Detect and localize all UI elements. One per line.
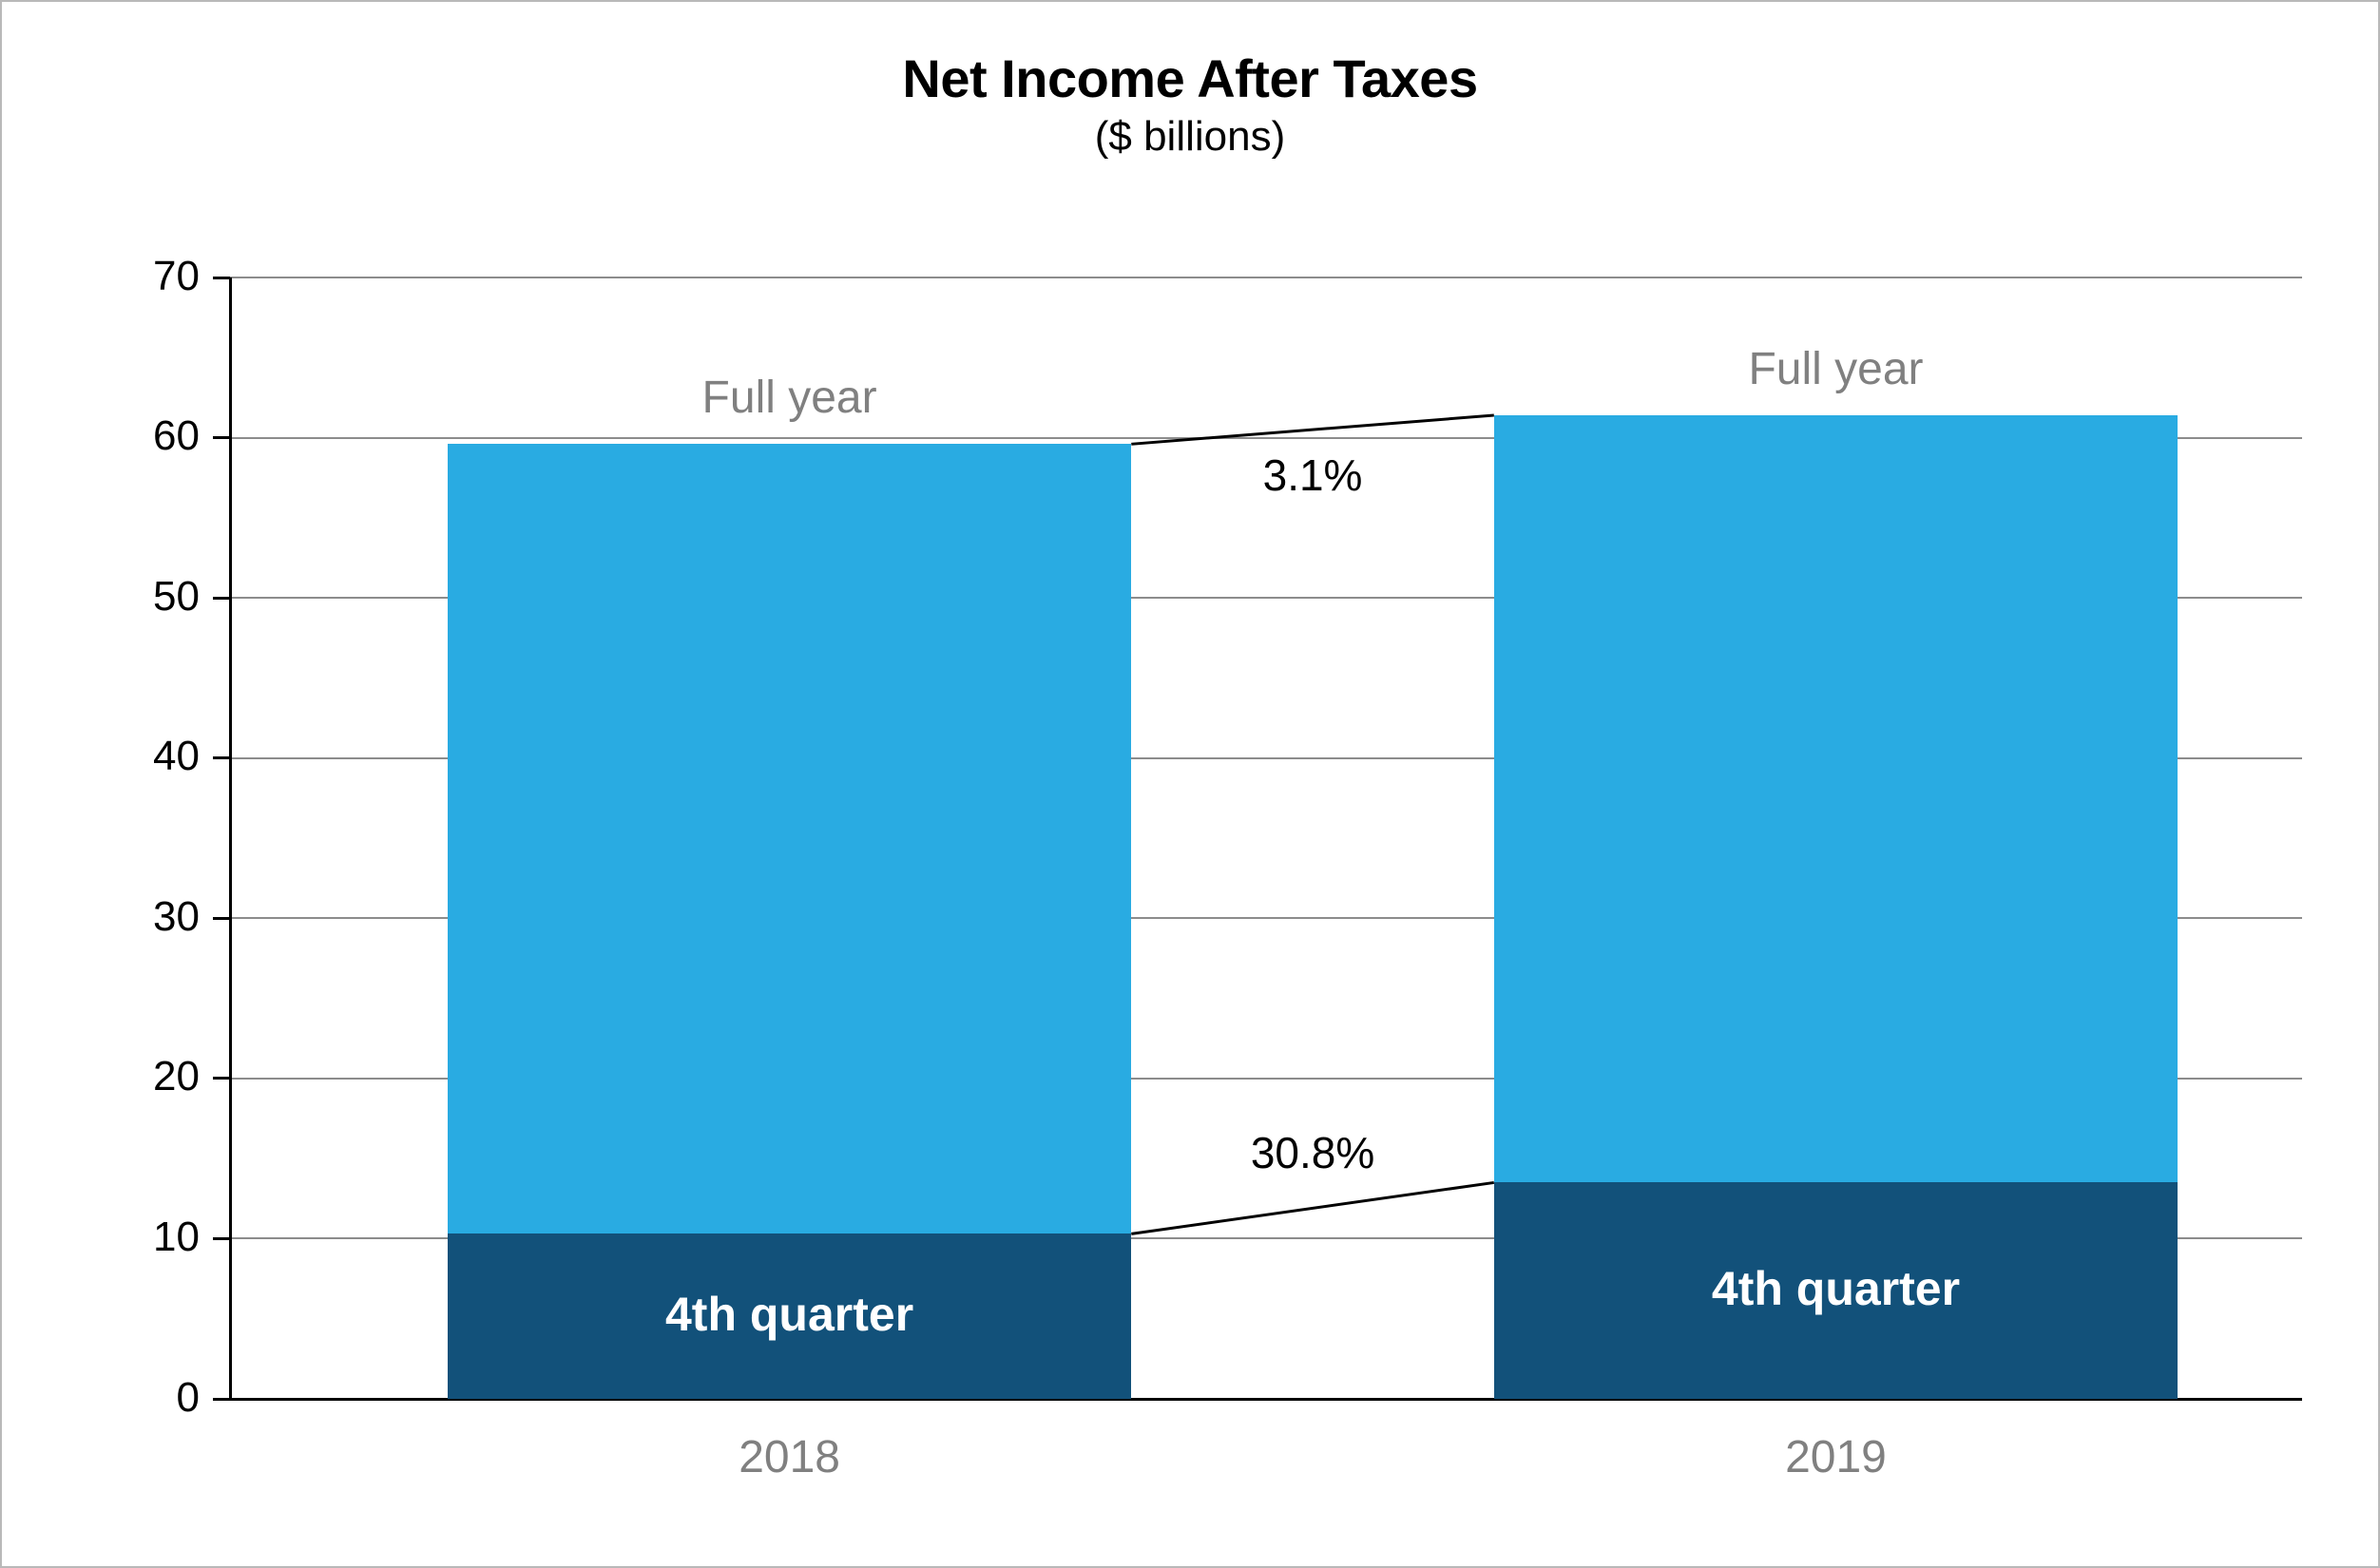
y-tick-mark — [213, 277, 230, 279]
connector-label: 30.8% — [1170, 1127, 1455, 1178]
y-tick-label: 20 — [86, 1053, 200, 1100]
y-tick-label: 50 — [86, 573, 200, 621]
y-tick-mark — [213, 756, 230, 759]
y-tick-mark — [213, 597, 230, 600]
connector-label: 3.1% — [1170, 449, 1455, 501]
bar-inside-label: 4th quarter — [448, 1287, 1131, 1342]
x-tick-label: 2018 — [448, 1431, 1131, 1483]
y-tick-label: 30 — [86, 893, 200, 941]
y-tick-label: 70 — [86, 253, 200, 300]
bar-top-label: Full year — [448, 372, 1131, 424]
chart-title-block: Net Income After Taxes ($ billions) — [2, 48, 2378, 161]
y-tick-mark — [213, 436, 230, 439]
chart-frame: Net Income After Taxes ($ billions) 0 10 2… — [0, 0, 2380, 1568]
bar-top-label: Full year — [1494, 343, 2178, 395]
chart-title: Net Income After Taxes — [2, 48, 2378, 109]
y-tick-mark — [213, 1398, 230, 1401]
y-tick-mark — [213, 1077, 230, 1080]
plot-area: 0102030405060704th quarterFull year20184… — [230, 277, 2302, 1399]
y-tick-label: 40 — [86, 733, 200, 780]
gridline — [230, 277, 2302, 278]
x-tick-label: 2019 — [1494, 1431, 2178, 1483]
y-tick-mark — [213, 1237, 230, 1240]
chart-subtitle: ($ billions) — [2, 113, 2378, 161]
y-tick-mark — [213, 917, 230, 920]
y-axis-line — [229, 277, 232, 1399]
connector-line — [1131, 415, 1494, 444]
bar-segment — [1494, 415, 2178, 1182]
y-tick-label: 0 — [86, 1374, 200, 1422]
y-tick-label: 60 — [86, 412, 200, 460]
y-tick-label: 10 — [86, 1214, 200, 1261]
bar-inside-label: 4th quarter — [1494, 1261, 2178, 1316]
bar-segment — [448, 444, 1131, 1233]
connector-line — [1131, 1182, 1494, 1233]
